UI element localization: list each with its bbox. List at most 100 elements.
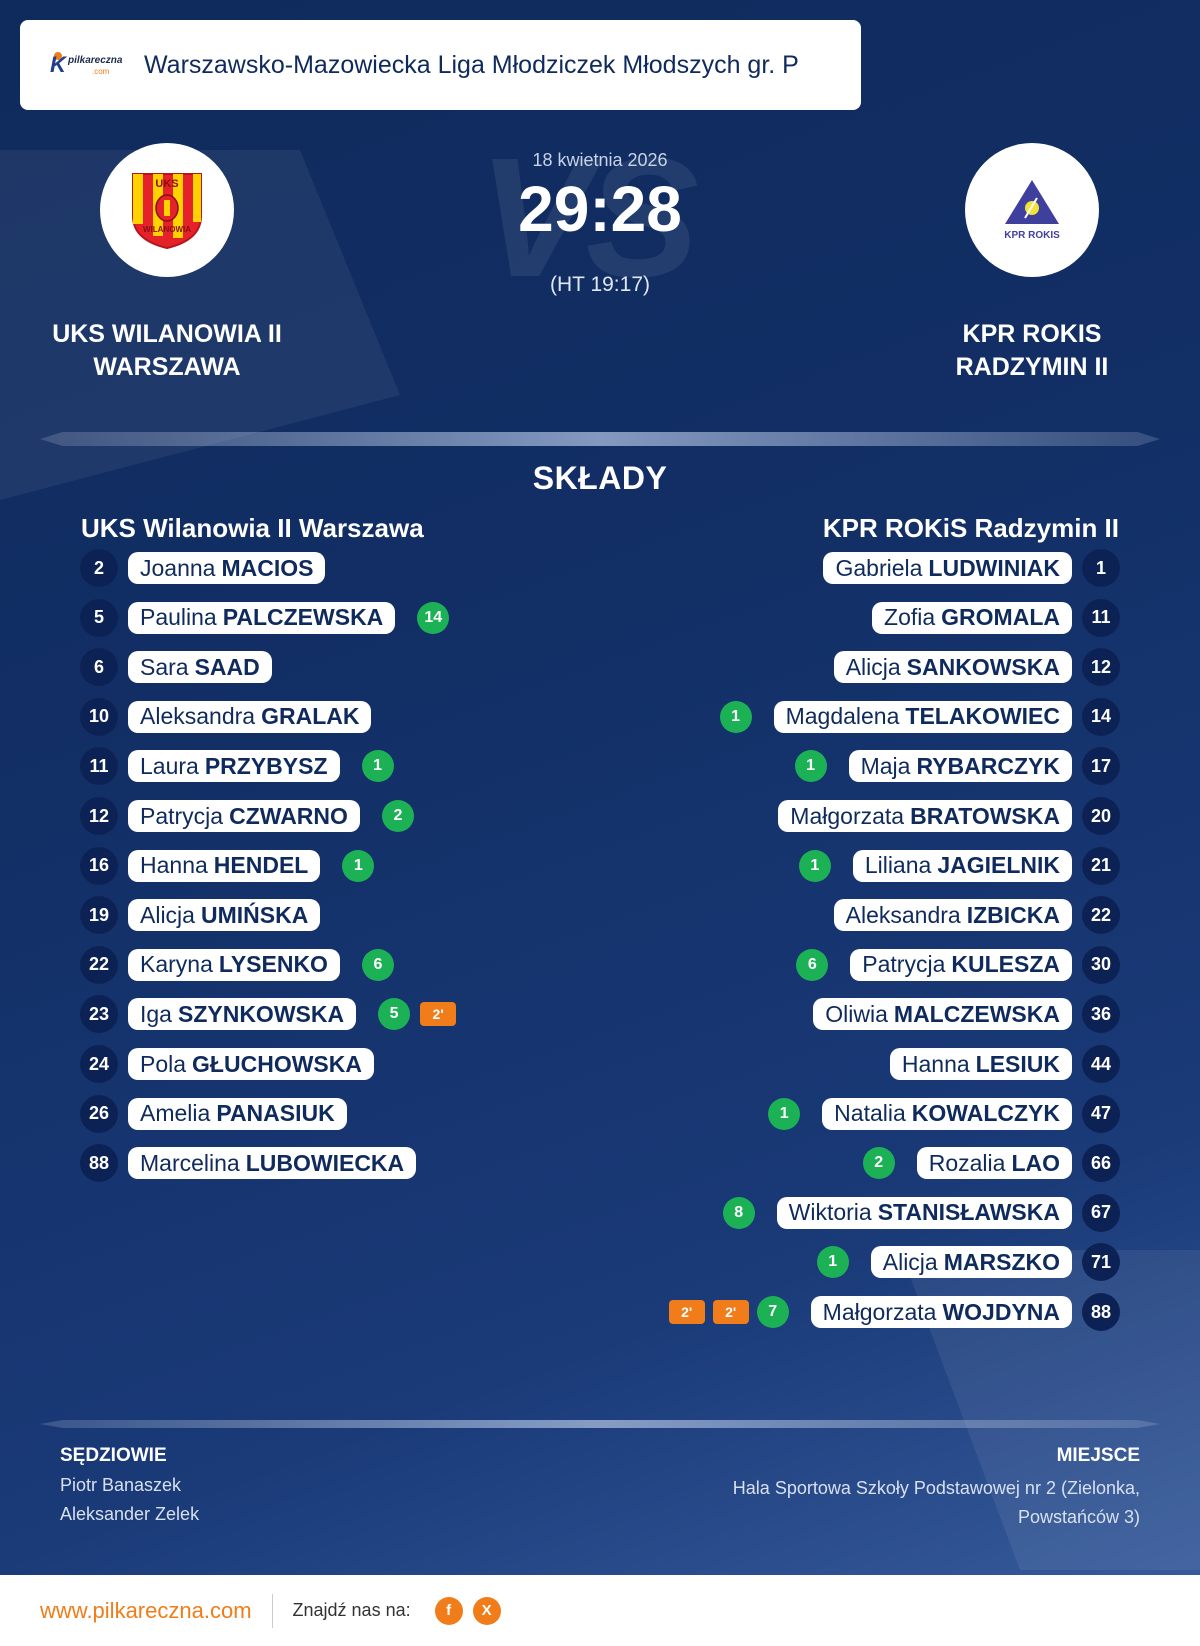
player-name[interactable]: Liliana JAGIELNIK	[852, 849, 1072, 882]
player-row[interactable]: 24 Pola GŁUCHOWSKA	[80, 1045, 374, 1083]
player-row[interactable]: 71 Alicja MARSZKO 1	[816, 1243, 1120, 1282]
player-name[interactable]: Patrycja CZWARNO	[128, 800, 360, 832]
away-team-name[interactable]: KPR ROKIS RADZYMIN II	[882, 318, 1182, 384]
player-row[interactable]: 11 Zofia GROMALA	[872, 598, 1120, 637]
player-name[interactable]: Patrycja KULESZA	[850, 948, 1072, 981]
player-row[interactable]: 12 Alicja SANKOWSKA	[833, 648, 1120, 687]
player-name[interactable]: Karyna LYSENKO	[128, 948, 340, 981]
player-row[interactable]: 14 Magdalena TELAKOWIEC 1	[719, 697, 1120, 736]
player-row[interactable]: 66 Rozalia LAO 2	[862, 1144, 1120, 1183]
site-link[interactable]: www.pilkareczna.com	[40, 1597, 252, 1623]
player-name[interactable]: Rozalia LAO	[916, 1147, 1072, 1180]
player-name[interactable]: Magdalena TELAKOWIEC	[773, 700, 1072, 733]
player-row[interactable]: 1 Gabriela LUDWINIAK	[823, 549, 1120, 587]
player-last-name: WOJDYNA	[942, 1298, 1060, 1325]
player-name[interactable]: Aleksandra GRALAK	[128, 700, 372, 733]
player-name[interactable]: Alicja SANKOWSKA	[833, 651, 1072, 684]
player-first-name: Zofia	[884, 604, 936, 631]
player-first-name: Patrycja	[862, 951, 946, 978]
player-name[interactable]: Iga SZYNKOWSKA	[128, 998, 357, 1031]
player-row[interactable]: 17 Maja RYBARCZYK 1	[794, 747, 1120, 786]
player-name[interactable]: Małgorzata WOJDYNA	[810, 1296, 1072, 1328]
player-name[interactable]: Alicja UMIŃSKA	[128, 899, 321, 932]
player-row[interactable]: 22 Karyna LYSENKO 6	[80, 945, 394, 984]
pilkareczna-logo[interactable]: K pilkareczna .com	[50, 50, 123, 80]
player-number: 23	[80, 995, 118, 1034]
player-row[interactable]: 16 Hanna HENDEL 1	[80, 846, 375, 885]
player-name[interactable]: Marcelina LUBOWIECKA	[128, 1147, 417, 1180]
player-first-name: Małgorzata	[790, 802, 905, 829]
player-row[interactable]: 67 Wiktoria STANISŁAWSKA 8	[722, 1193, 1120, 1232]
player-row[interactable]: 26 Amelia PANASIUK	[80, 1094, 347, 1133]
player-name[interactable]: Zofia GROMALA	[872, 601, 1072, 634]
home-team-name[interactable]: UKS WILANOWIA II WARSZAWA	[17, 318, 317, 384]
player-name[interactable]: Natalia KOWALCZYK	[822, 1097, 1072, 1130]
player-row[interactable]: 36 Oliwia MALCZEWSKA	[813, 995, 1120, 1034]
goals-badge: 6	[796, 948, 829, 981]
player-row[interactable]: 11 Laura PRZYBYSZ 1	[80, 747, 394, 786]
player-name[interactable]: Alicja MARSZKO	[870, 1246, 1072, 1279]
player-name[interactable]: Pola GŁUCHOWSKA	[128, 1048, 374, 1080]
player-number: 19	[80, 896, 118, 935]
player-row[interactable]: 30 Patrycja KULESZA 6	[796, 945, 1120, 984]
penalty-badge: 2'	[420, 1002, 457, 1027]
player-row[interactable]: 6 Sara SAAD	[80, 648, 272, 687]
goals-badge: 14	[417, 601, 450, 634]
player-first-name: Sara	[140, 653, 189, 680]
player-row[interactable]: 5 Paulina PALCZEWSKA 14	[80, 598, 450, 637]
wilanowia-crest-icon: UKS WILANOWIA	[132, 173, 202, 250]
player-number: 2	[80, 549, 118, 587]
player-row[interactable]: 88 Marcelina LUBOWIECKA	[80, 1144, 417, 1183]
player-last-name: MARSZKO	[943, 1248, 1060, 1275]
player-name[interactable]: Aleksandra IZBICKA	[833, 899, 1072, 932]
referee-name: Aleksander Zelek	[60, 1504, 200, 1524]
player-name[interactable]: Wiktoria STANISŁAWSKA	[776, 1196, 1072, 1229]
away-squad-title: KPR ROKiS Radzymin II	[822, 513, 1119, 543]
player-name[interactable]: Hanna LESIUK	[889, 1048, 1072, 1080]
player-name[interactable]: Maja RYBARCZYK	[848, 750, 1072, 783]
player-first-name: Liliana	[864, 852, 932, 879]
home-team-crest[interactable]: UKS WILANOWIA	[100, 143, 234, 277]
player-name[interactable]: Hanna HENDEL	[128, 849, 321, 882]
player-last-name: MALCZEWSKA	[893, 1000, 1060, 1027]
player-row[interactable]: 88 Małgorzata WOJDYNA 7 2' 2'	[668, 1293, 1120, 1331]
player-row[interactable]: 44 Hanna LESIUK	[889, 1045, 1120, 1083]
player-row[interactable]: 2 Joanna MACIOS	[80, 549, 326, 587]
facebook-icon[interactable]: f	[434, 1596, 463, 1625]
player-name[interactable]: Sara SAAD	[128, 651, 272, 684]
player-name[interactable]: Joanna MACIOS	[128, 552, 326, 584]
venue-text: Hala Sportowa Szkoły Podstawowej nr 2 (Z…	[732, 1478, 1140, 1527]
x-icon[interactable]: X	[472, 1596, 501, 1625]
logo-k-mark: K	[50, 52, 66, 77]
player-row[interactable]: 20 Małgorzata BRATOWSKA	[778, 797, 1120, 835]
away-team-crest[interactable]: KPR ROKIS	[965, 143, 1099, 277]
player-last-name: SZYNKOWSKA	[177, 1000, 345, 1027]
player-first-name: Hanna	[901, 1050, 970, 1077]
player-last-name: HENDEL	[213, 852, 309, 879]
player-last-name: KOWALCZYK	[911, 1100, 1060, 1127]
match-date: 18 kwietnia 2026	[532, 150, 668, 170]
player-last-name: JAGIELNIK	[937, 852, 1060, 879]
player-last-name: RYBARCZYK	[916, 752, 1060, 779]
player-first-name: Joanna	[140, 554, 216, 581]
player-first-name: Aleksandra	[140, 703, 256, 730]
player-row[interactable]: 21 Liliana JAGIELNIK 1	[798, 846, 1120, 885]
player-name[interactable]: Amelia PANASIUK	[128, 1097, 347, 1130]
player-number: 17	[1082, 747, 1120, 786]
player-name[interactable]: Paulina PALCZEWSKA	[128, 601, 396, 634]
player-name[interactable]: Małgorzata BRATOWSKA	[778, 800, 1072, 832]
player-row[interactable]: 12 Patrycja CZWARNO 2	[80, 797, 414, 835]
player-name[interactable]: Oliwia MALCZEWSKA	[813, 998, 1072, 1031]
player-row[interactable]: 19 Alicja UMIŃSKA	[80, 896, 321, 935]
player-row[interactable]: 22 Aleksandra IZBICKA	[833, 896, 1120, 935]
player-first-name: Maja	[860, 752, 911, 779]
player-name[interactable]: Gabriela LUDWINIAK	[823, 552, 1072, 584]
player-row[interactable]: 47 Natalia KOWALCZYK 1	[768, 1094, 1120, 1133]
logo-text: pilkareczna	[68, 55, 123, 66]
player-number: 11	[80, 747, 118, 786]
player-row[interactable]: 23 Iga SZYNKOWSKA 5 2'	[80, 995, 457, 1034]
player-name[interactable]: Laura PRZYBYSZ	[128, 750, 340, 783]
footer-separator	[271, 1593, 273, 1628]
player-row[interactable]: 10 Aleksandra GRALAK	[80, 697, 372, 736]
find-us-label: Znajdź nas na:	[292, 1600, 411, 1620]
